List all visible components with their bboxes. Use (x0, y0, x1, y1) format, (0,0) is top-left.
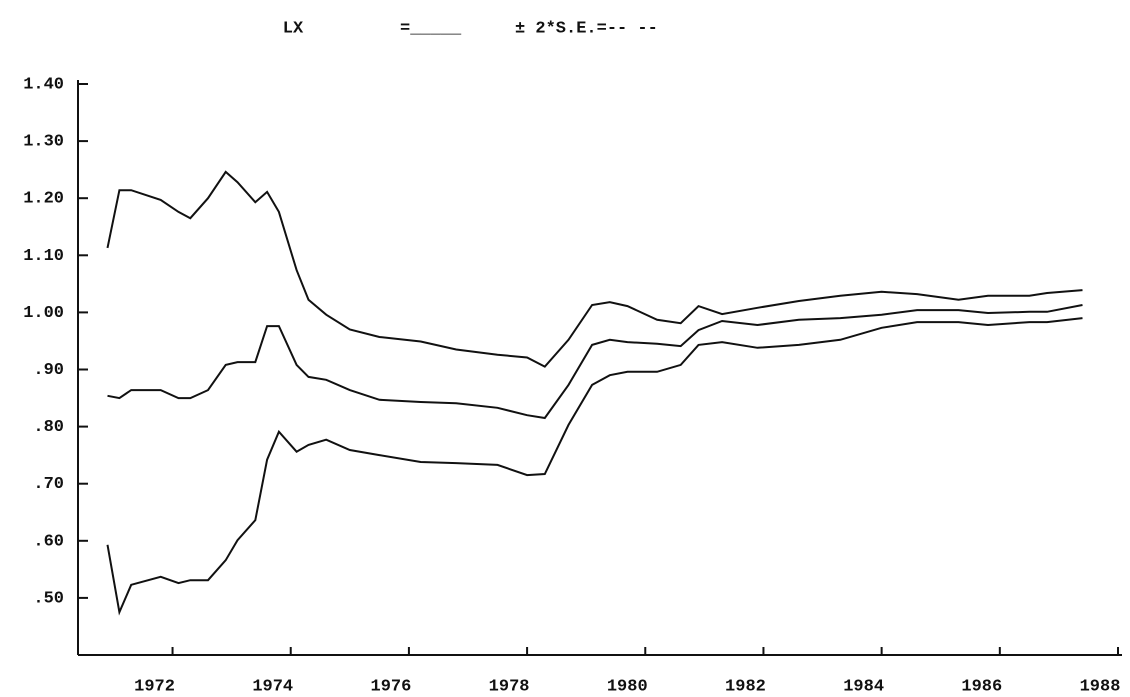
x-tick-label: 1972 (134, 677, 175, 696)
y-tick-label: 1.20 (23, 190, 64, 209)
y-tick-label: .70 (33, 475, 64, 494)
chart-title: LX (283, 19, 304, 38)
y-tick-label: 1.40 (23, 75, 64, 94)
y-tick-label: 1.00 (23, 304, 64, 323)
y-tick-label: 1.30 (23, 133, 64, 152)
y-tick-label: 1.10 (23, 247, 64, 266)
x-tick-label: 1986 (961, 677, 1002, 696)
y-tick-label: .60 (33, 532, 64, 551)
x-tick-label: 1982 (725, 677, 766, 696)
x-tick-label: 1974 (252, 677, 293, 696)
y-tick-label: .50 (33, 589, 64, 608)
x-tick-label: 1976 (371, 677, 412, 696)
chart-subtitle: =_____ (400, 19, 462, 38)
series-line (106, 317, 1083, 616)
x-tick-label: 1984 (843, 677, 884, 696)
series-line (106, 170, 1083, 368)
annotation: ± 2*S.E.=-- -- (515, 19, 658, 38)
x-tick-label: 1980 (607, 677, 648, 696)
x-tick-label: 1988 (1080, 677, 1121, 696)
y-tick-label: .80 (33, 418, 64, 437)
series-line (107, 304, 1083, 420)
y-tick-label: .90 (33, 361, 64, 380)
x-tick-label: 1978 (489, 677, 530, 696)
